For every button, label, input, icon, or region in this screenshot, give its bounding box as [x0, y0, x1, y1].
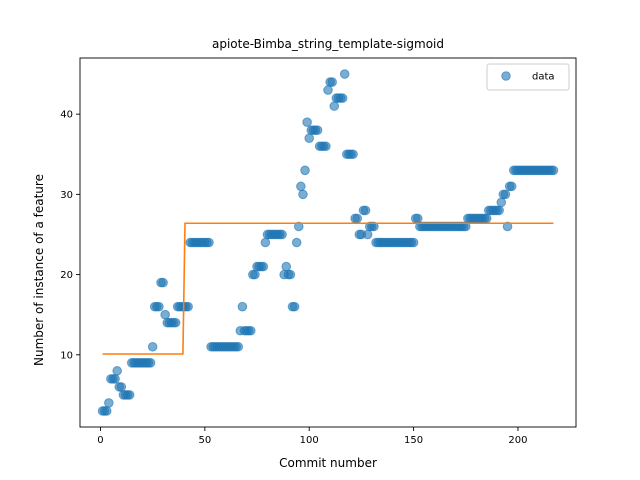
- x-tick-label: 50: [198, 435, 211, 446]
- y-tick-label: 30: [60, 190, 73, 201]
- data-point: [145, 358, 156, 368]
- data-point: [348, 149, 358, 160]
- data-point: [116, 382, 127, 392]
- data-point: [500, 189, 511, 200]
- data-point: [124, 390, 135, 400]
- y-axis-label: Number of instance of a feature: [32, 174, 46, 366]
- data-point: [506, 181, 517, 192]
- data-point: [285, 269, 296, 280]
- data-point: [204, 237, 214, 248]
- data-point: [329, 101, 340, 111]
- data-point: [412, 213, 423, 224]
- x-tick-label: 200: [508, 435, 527, 446]
- legend-box: [486, 63, 570, 91]
- data-point: [160, 309, 170, 320]
- data-point: [312, 125, 323, 135]
- legend-marker: [501, 71, 511, 81]
- data-point: [321, 141, 331, 152]
- plot-area: 0 50 100 150 200 10 20 30 40: [60, 57, 577, 446]
- data-point: [323, 85, 333, 95]
- data-point: [101, 406, 112, 416]
- axes-frame: [79, 57, 577, 428]
- x-tick-label: 100: [300, 435, 319, 446]
- data-point: [147, 341, 158, 352]
- data-point: [170, 317, 181, 328]
- data-point: [548, 165, 559, 176]
- data-point: [352, 213, 363, 224]
- data-point: [408, 237, 419, 248]
- data-point: [502, 221, 513, 232]
- data-point: [183, 301, 193, 312]
- data-point: [281, 261, 292, 272]
- data-point: [302, 117, 312, 127]
- data-point: [289, 301, 300, 312]
- data-point: [481, 213, 492, 224]
- data-points: [97, 69, 559, 416]
- data-point: [300, 165, 310, 176]
- data-point: [291, 237, 302, 248]
- data-point: [339, 69, 350, 79]
- data-point: [362, 229, 373, 240]
- x-axis-label: Commit number: [279, 456, 377, 470]
- data-point: [277, 229, 287, 240]
- y-tick-label: 40: [60, 110, 73, 121]
- data-point: [337, 93, 348, 103]
- data-point: [293, 221, 304, 232]
- data-point: [158, 277, 168, 288]
- data-point: [260, 237, 271, 248]
- data-point: [154, 301, 164, 312]
- fit-line: [102, 222, 554, 355]
- data-point: [298, 189, 308, 200]
- data-point: [494, 205, 504, 216]
- data-point: [233, 341, 244, 352]
- data-point: [110, 374, 120, 384]
- data-point: [258, 261, 269, 272]
- chart-title: apiote-Bimba_string_template-sigmoid: [212, 37, 444, 51]
- data-point: [112, 366, 122, 376]
- legend-label: data: [532, 72, 555, 83]
- x-tick-label: 150: [404, 435, 423, 446]
- data-point: [360, 205, 371, 216]
- y-tick-label: 10: [60, 350, 73, 361]
- data-point: [250, 269, 260, 280]
- data-point: [369, 221, 379, 232]
- data-point: [296, 181, 306, 192]
- data-point: [245, 325, 256, 336]
- x-tick-label: 0: [97, 435, 103, 446]
- data-point: [104, 398, 114, 408]
- data-point: [496, 197, 507, 208]
- data-point: [327, 77, 337, 87]
- data-point: [237, 301, 248, 312]
- legend: data: [486, 63, 570, 91]
- data-point: [304, 133, 315, 144]
- y-tick-label: 20: [60, 270, 73, 281]
